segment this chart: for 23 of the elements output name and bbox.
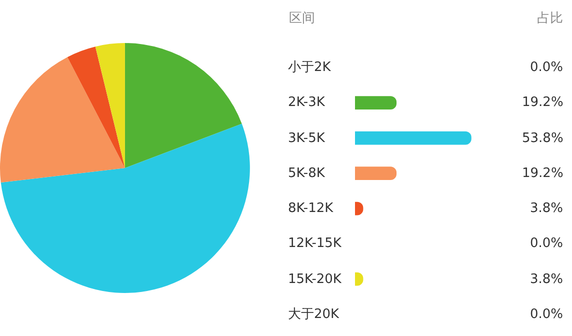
data-label: 19.2%	[522, 95, 564, 110]
y-tick-label: 8K-12K	[288, 201, 334, 216]
data-label: 0.0%	[530, 236, 564, 251]
y-tick-label: 12K-15K	[288, 236, 342, 251]
y-tick-label: 15K-20K	[288, 272, 342, 287]
pie-slice	[124, 43, 242, 168]
data-label: 3.8%	[530, 272, 564, 287]
text: 占比	[537, 11, 563, 26]
data-label: 19.2%	[522, 166, 564, 181]
data-label: 0.0%	[530, 60, 564, 75]
pie-slice	[0, 57, 125, 183]
y-tick-label: 小于2K	[288, 60, 332, 75]
data-label: 3.8%	[530, 201, 564, 216]
data-label: 0.0%	[530, 307, 564, 322]
data-label: 53.8%	[522, 131, 564, 146]
y-tick-label: 3K-5K	[288, 131, 326, 146]
text: 区间	[289, 11, 315, 26]
pie-slice	[67, 46, 125, 168]
y-tick-label: 5K-8K	[288, 166, 326, 181]
y-tick-label: 大于20K	[288, 307, 340, 322]
pie-slice	[0, 124, 250, 293]
y-tick-label: 2K-3K	[288, 95, 326, 110]
pie-slice	[95, 43, 125, 168]
